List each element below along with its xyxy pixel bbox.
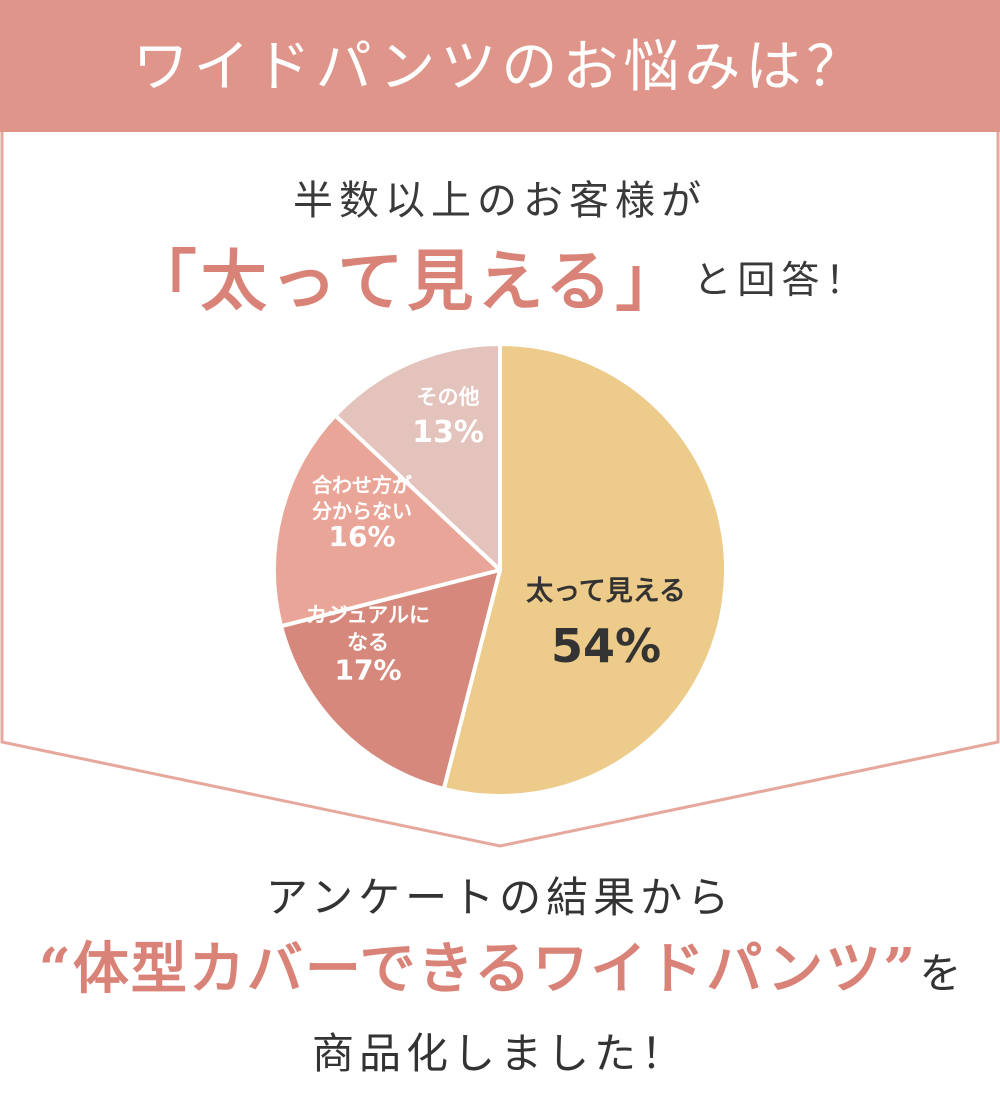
pie-value-3: 13% (412, 415, 484, 450)
pie-value-0: 54% (551, 619, 661, 673)
outro-accent: “体型カバーできるワイドパンツ” (38, 936, 918, 1002)
intro-line2: 「太って見える」 と回答！ (0, 228, 1000, 324)
pie-value-1: 17% (334, 653, 401, 686)
outro-line2: “体型カバーできるワイドパンツ”を (0, 924, 1000, 1005)
pie-label-2-line-1: 分からない (312, 499, 412, 523)
pie-slice-1 (279, 568, 502, 791)
pie-slice-0 (441, 342, 728, 798)
intro-tail: と回答！ (693, 257, 870, 302)
pie-label-0-line-0: 太って見える (526, 576, 686, 607)
intro-emphasis: 「太って見える」 (130, 242, 686, 320)
header-band: ワイドパンツのお悩みは？ (0, 0, 1000, 132)
outro-line1: アンケートの結果から (265, 873, 735, 922)
outro-line3: 商品化しました！ (311, 1029, 688, 1078)
pie-slice-3 (333, 342, 502, 572)
pie-label-1-line-1: なる (347, 630, 389, 654)
header-title: ワイドパンツのお悩みは？ (132, 34, 868, 100)
pie-slice-2 (272, 413, 502, 629)
pie-label-3-line-0: その他 (417, 385, 480, 409)
intro-line1: 半数以上のお客様が (293, 178, 707, 224)
pie-value-2: 16% (328, 520, 395, 553)
pie-label-1-line-0: カジュアルに (306, 603, 430, 627)
pie-label-2-line-0: 合わせ方が (312, 473, 412, 497)
outro-tail: を (919, 949, 962, 998)
